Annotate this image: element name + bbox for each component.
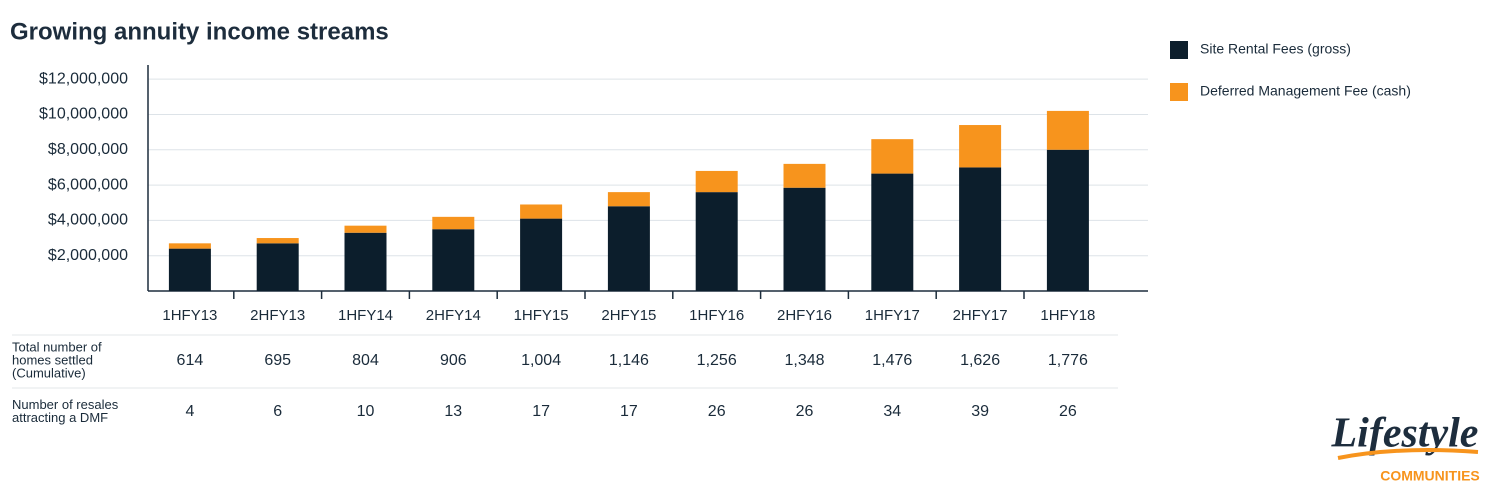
x-tick-label: 1HFY16 (689, 307, 744, 324)
legend-label: Deferred Management Fee (cash) (1200, 83, 1411, 99)
bar-segment (783, 187, 826, 291)
table-cell: 17 (620, 403, 638, 420)
bar-segment (168, 243, 211, 249)
bar-segment (168, 248, 211, 291)
legend-label: Site Rental Fees (gross) (1200, 41, 1351, 57)
table-cell: 804 (352, 352, 379, 369)
row-label: Total number of (12, 339, 102, 354)
bar-segment (783, 163, 826, 188)
bar-segment (1046, 149, 1089, 291)
row-label: homes settled (12, 352, 93, 367)
bar-segment (871, 173, 914, 291)
x-tick-label: 2HFY15 (601, 307, 656, 324)
legend-swatch (1170, 41, 1188, 59)
y-tick-label: $10,000,000 (39, 106, 128, 123)
table-cell: 1,626 (960, 352, 1000, 369)
x-tick-label: 1HFY13 (162, 307, 217, 324)
x-tick-label: 1HFY15 (514, 307, 569, 324)
bar-segment (1046, 110, 1089, 150)
table-cell: 6 (273, 403, 282, 420)
legend-swatch (1170, 83, 1188, 101)
bar-segment (344, 232, 387, 291)
y-tick-label: $8,000,000 (48, 141, 128, 158)
x-tick-label: 1HFY14 (338, 307, 393, 324)
bar-segment (695, 170, 738, 193)
table-cell: 1,476 (872, 352, 912, 369)
table-cell: 4 (185, 403, 194, 420)
table-cell: 1,004 (521, 352, 561, 369)
bar-segment (344, 225, 387, 233)
bar-segment (959, 125, 1002, 168)
y-tick-label: $4,000,000 (48, 212, 128, 229)
table-cell: 1,776 (1048, 352, 1088, 369)
table-cell: 26 (708, 403, 726, 420)
x-tick-label: 2HFY17 (953, 307, 1008, 324)
bar-segment (256, 243, 299, 291)
y-tick-label: $2,000,000 (48, 247, 128, 264)
bar-segment (432, 216, 475, 230)
table-cell: 1,146 (609, 352, 649, 369)
table-cell: 26 (796, 403, 814, 420)
bar-segment (520, 218, 563, 291)
bar-segment (520, 204, 563, 219)
logo-sub: COMMUNITIES (1380, 468, 1480, 484)
row-label: (Cumulative) (12, 365, 86, 380)
table-cell: 13 (444, 403, 462, 420)
x-tick-label: 2HFY16 (777, 307, 832, 324)
bar-segment (959, 167, 1002, 291)
table-cell: 906 (440, 352, 467, 369)
table-cell: 17 (532, 403, 550, 420)
y-tick-label: $6,000,000 (48, 176, 128, 193)
bar-segment (871, 139, 914, 174)
bar-segment (432, 229, 475, 291)
row-label: Number of resales (12, 397, 119, 412)
logo: Lifestyle COMMUNITIES (1331, 411, 1480, 484)
table-cell: 1,348 (784, 352, 824, 369)
logo-swoosh (1337, 448, 1479, 460)
x-tick-label: 1HFY17 (865, 307, 920, 324)
row-label: attracting a DMF (12, 410, 108, 425)
bar-segment (607, 192, 650, 207)
table-cell: 695 (264, 352, 291, 369)
table-cell: 10 (357, 403, 375, 420)
table-cell: 39 (971, 403, 989, 420)
bar-segment (695, 192, 738, 291)
bar-segment (256, 238, 299, 244)
y-tick-label: $12,000,000 (39, 70, 128, 87)
x-tick-label: 1HFY18 (1040, 307, 1095, 324)
table-cell: 34 (883, 403, 901, 420)
table-cell: 1,256 (697, 352, 737, 369)
chart-title: Growing annuity income streams (10, 18, 389, 45)
table-cell: 614 (177, 352, 204, 369)
table-cell: 26 (1059, 403, 1077, 420)
bar-segment (607, 206, 650, 291)
x-tick-label: 2HFY13 (250, 307, 305, 324)
x-tick-label: 2HFY14 (426, 307, 481, 324)
